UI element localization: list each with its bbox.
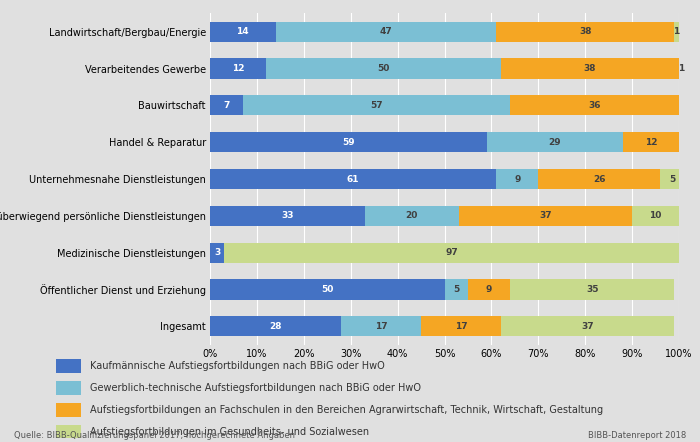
Bar: [210, 279, 444, 300]
Bar: [468, 279, 510, 300]
Bar: [210, 132, 486, 152]
Bar: [632, 206, 679, 226]
Text: 36: 36: [588, 101, 601, 110]
Text: 50: 50: [377, 64, 390, 73]
Bar: [623, 132, 679, 152]
Text: Kaufmännische Aufstiegsfortbildungen nach BBiG oder HwO: Kaufmännische Aufstiegsfortbildungen nac…: [90, 361, 384, 371]
Text: 10: 10: [650, 211, 662, 221]
Text: 97: 97: [445, 248, 458, 257]
Bar: [342, 316, 421, 336]
Text: 17: 17: [375, 322, 388, 331]
Bar: [660, 169, 684, 189]
Bar: [276, 22, 496, 42]
Text: 12: 12: [645, 137, 657, 147]
Text: 26: 26: [593, 175, 606, 183]
Text: 5: 5: [453, 285, 459, 294]
Bar: [243, 95, 510, 115]
Text: Aufstiegsfortbildungen an Fachschulen in den Bereichen Agrarwirtschaft, Technik,: Aufstiegsfortbildungen an Fachschulen in…: [90, 405, 603, 415]
Text: 14: 14: [237, 27, 249, 36]
Bar: [210, 206, 365, 226]
FancyBboxPatch shape: [56, 425, 80, 438]
Bar: [500, 316, 674, 336]
Text: 1: 1: [673, 27, 680, 36]
Bar: [210, 58, 266, 79]
Bar: [210, 95, 243, 115]
Text: 33: 33: [281, 211, 293, 221]
Text: 35: 35: [586, 285, 598, 294]
Bar: [224, 243, 679, 263]
Bar: [210, 316, 342, 336]
Bar: [365, 206, 458, 226]
Text: 28: 28: [270, 322, 282, 331]
Bar: [496, 169, 538, 189]
Bar: [510, 279, 674, 300]
Bar: [486, 132, 623, 152]
Text: 1: 1: [678, 64, 685, 73]
Text: 3: 3: [214, 248, 220, 257]
Bar: [458, 206, 632, 226]
Bar: [210, 243, 224, 263]
Bar: [210, 169, 496, 189]
Text: 29: 29: [548, 137, 561, 147]
Bar: [210, 22, 276, 42]
Text: Gewerblich-technische Aufstiegsfortbildungen nach BBiG oder HwO: Gewerblich-technische Aufstiegsfortbildu…: [90, 383, 421, 393]
Text: BIBB-Datenreport 2018: BIBB-Datenreport 2018: [588, 431, 686, 440]
Bar: [496, 22, 674, 42]
Text: 57: 57: [370, 101, 383, 110]
FancyBboxPatch shape: [56, 403, 80, 416]
Bar: [266, 58, 500, 79]
FancyBboxPatch shape: [56, 381, 80, 395]
Text: 7: 7: [223, 101, 230, 110]
Text: 47: 47: [379, 27, 392, 36]
Bar: [444, 279, 468, 300]
Text: 37: 37: [581, 322, 594, 331]
Text: 9: 9: [486, 285, 492, 294]
Text: Quelle: BIBB-Qualifizierungspanel 2017; hochgerechnete Angaben: Quelle: BIBB-Qualifizierungspanel 2017; …: [14, 431, 295, 440]
Text: 20: 20: [405, 211, 418, 221]
Text: Aufstiegsfortbildungen im Gesundheits- und Sozialwesen: Aufstiegsfortbildungen im Gesundheits- u…: [90, 427, 369, 437]
Text: 17: 17: [454, 322, 467, 331]
Bar: [679, 58, 684, 79]
Text: 12: 12: [232, 64, 244, 73]
Bar: [500, 58, 679, 79]
Bar: [674, 22, 679, 42]
Text: 9: 9: [514, 175, 520, 183]
Bar: [421, 316, 500, 336]
Text: 37: 37: [539, 211, 552, 221]
Text: 59: 59: [342, 137, 355, 147]
Text: 61: 61: [346, 175, 359, 183]
Text: 38: 38: [579, 27, 592, 36]
FancyBboxPatch shape: [56, 359, 80, 373]
Bar: [510, 95, 679, 115]
Text: 50: 50: [321, 285, 333, 294]
Text: 38: 38: [584, 64, 596, 73]
Bar: [538, 169, 660, 189]
Text: 5: 5: [668, 175, 675, 183]
